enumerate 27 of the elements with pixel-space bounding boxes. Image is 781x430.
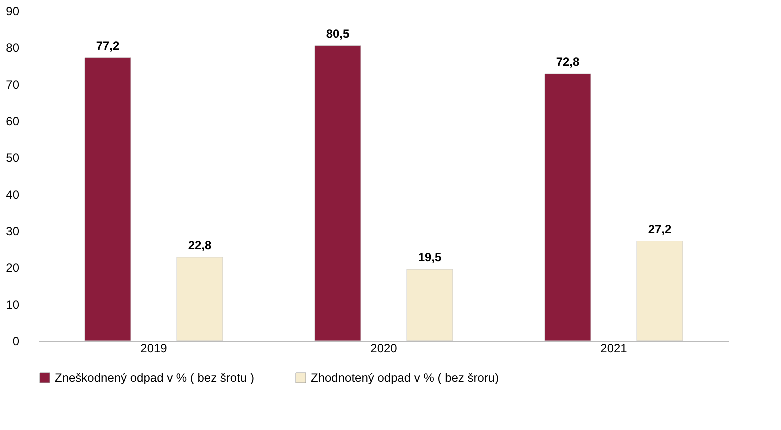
legend-label: Zhodnotený odpad v % ( bez šroru) bbox=[311, 371, 500, 385]
y-tick-label: 70 bbox=[6, 78, 20, 92]
data-label: 80,5 bbox=[326, 26, 350, 41]
y-tick-label: 50 bbox=[6, 151, 20, 166]
data-label: 19,5 bbox=[418, 250, 442, 264]
x-tick-label: 2019 bbox=[140, 342, 168, 356]
data-label: 22,8 bbox=[188, 238, 212, 252]
bar bbox=[636, 241, 684, 342]
data-label: 27,2 bbox=[648, 222, 672, 236]
data-label: 77,2 bbox=[96, 38, 120, 53]
y-tick-label: 80 bbox=[6, 41, 20, 56]
bar bbox=[176, 257, 224, 342]
y-tick-label: 30 bbox=[6, 224, 20, 238]
x-tick-label: 2020 bbox=[370, 342, 398, 356]
bar bbox=[84, 58, 132, 342]
bar bbox=[314, 46, 362, 342]
y-tick-label: 20 bbox=[6, 261, 20, 276]
bar bbox=[406, 269, 454, 342]
data-label: 72,8 bbox=[556, 55, 580, 70]
y-tick-label: 40 bbox=[6, 188, 20, 202]
y-tick-label: 0 bbox=[12, 334, 20, 348]
x-tick-label: 2021 bbox=[600, 342, 628, 356]
bar bbox=[544, 74, 592, 342]
y-tick-label: 90 bbox=[6, 4, 20, 18]
y-tick-label: 60 bbox=[6, 114, 20, 128]
y-tick-label: 10 bbox=[6, 298, 20, 312]
legend-label: Zneškodnený odpad v % ( bez šrotu ) bbox=[55, 371, 254, 385]
